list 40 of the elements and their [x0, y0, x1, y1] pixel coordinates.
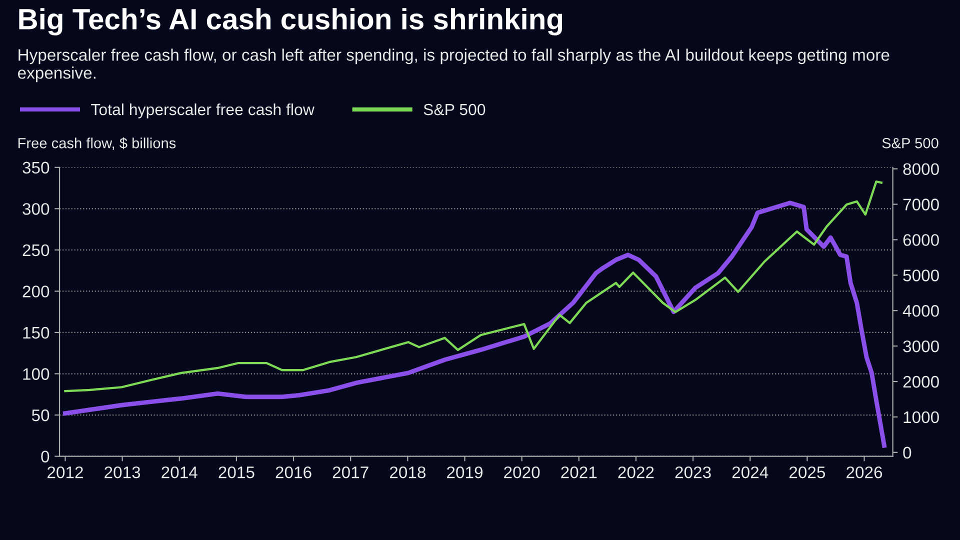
legend-label: S&P 500	[424, 104, 486, 116]
x-tick-label: 2012	[48, 466, 83, 478]
y-tick-label: 100	[23, 368, 50, 380]
x-tick-label: 2022	[618, 466, 654, 478]
legend-label: Total hyperscaler free cash flow	[91, 103, 314, 118]
y-tick-label: 150	[23, 326, 50, 339]
y2-tick-label: 6000	[903, 234, 939, 246]
y2-tick-label: 2000	[903, 376, 939, 388]
y-axis-title: Free cash flow, $ billions	[18, 137, 176, 150]
y2-tick-label: 4000	[902, 305, 939, 317]
x-tick-label: 2018	[390, 466, 426, 478]
y2-tick-label: 1000	[904, 411, 939, 424]
y-tick-label: 200	[22, 286, 50, 298]
x-tick-label: 2014	[162, 466, 198, 478]
line-series	[63, 200, 886, 448]
x-tick-label: 2017	[332, 466, 368, 478]
x-tick-label: 2023	[675, 466, 711, 478]
x-tick-label: 2016	[276, 466, 312, 478]
x-tick-label: 2015	[218, 466, 254, 478]
x-tick-label: 2020	[504, 466, 540, 478]
y2-axis-title: S&P 500	[882, 138, 938, 148]
y2-tick-label: 0	[903, 446, 912, 459]
chart-title: Big Tech’s AI cash cushion is shrinking	[19, 8, 562, 36]
line-series	[64, 180, 882, 392]
y-tick-label: 300	[22, 203, 50, 215]
y2-tick-label: 5000	[903, 270, 939, 282]
y2-tick-label: 7000	[903, 198, 939, 210]
y-tick-label: 50	[32, 409, 50, 422]
y2-tick-label: 3000	[903, 340, 939, 352]
x-tick-label: 2024	[732, 466, 768, 478]
x-tick-label: 2013	[104, 466, 140, 478]
y-tick-label: 250	[22, 244, 50, 256]
chart-subtitle: Hyperscaler free cash flow, or cash left after spending, is projected to fall sharply as the AI buildout keeps getting more expensive.	[18, 48, 890, 82]
x-tick-label: 2019	[447, 466, 482, 478]
x-tick-label: 2026	[846, 466, 882, 478]
x-tick-label: 2025	[789, 466, 826, 478]
y-tick-label: 350	[22, 162, 50, 174]
y-tick-label: 0	[41, 450, 50, 463]
y2-tick-label: 8000	[903, 163, 939, 176]
x-tick-label: 2021	[561, 466, 597, 478]
